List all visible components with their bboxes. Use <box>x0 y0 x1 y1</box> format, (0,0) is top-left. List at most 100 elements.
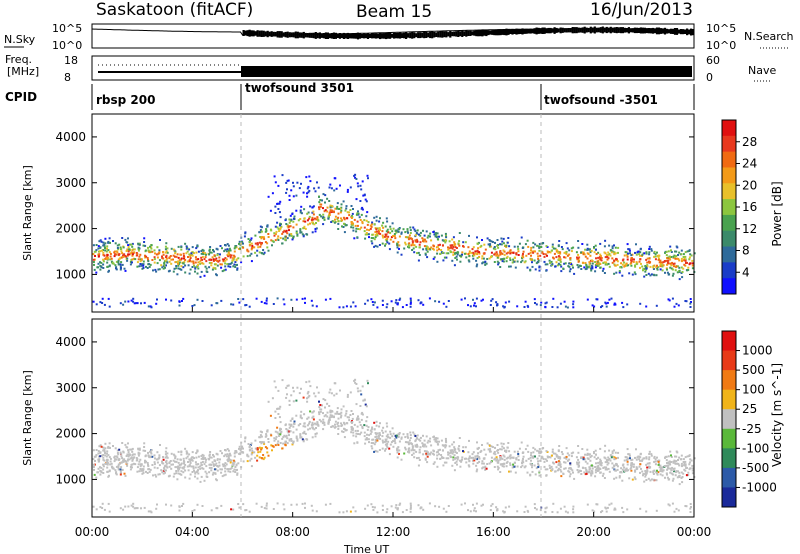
velocity-cell <box>212 464 215 467</box>
noise-bar <box>286 31 289 38</box>
velocity-cell <box>377 437 380 440</box>
velocity-cell <box>104 442 107 445</box>
power-cell <box>422 238 425 241</box>
power-cell <box>477 247 480 250</box>
noise-bar <box>256 30 259 37</box>
noise-bar <box>397 32 400 39</box>
velocity-cell <box>258 446 261 449</box>
velocity-cell <box>359 405 362 407</box>
power-cell <box>554 247 557 250</box>
power-cell <box>194 266 197 269</box>
velocity-cell <box>230 459 233 462</box>
velocity-cell <box>603 466 606 469</box>
power-cell <box>525 254 528 257</box>
power-cell <box>218 259 221 262</box>
velocity-cell <box>323 423 326 426</box>
power-cell <box>329 209 332 212</box>
power-cell <box>530 249 532 252</box>
power-cell <box>509 257 512 260</box>
power-cell <box>354 305 357 308</box>
power-cell <box>147 258 149 261</box>
velocity-cell <box>385 438 388 441</box>
velocity-cell <box>644 475 647 478</box>
noise-bar <box>661 28 665 34</box>
power-cell <box>521 247 524 249</box>
velocity-cell <box>499 455 502 458</box>
velocity-cell <box>412 452 415 455</box>
velocity-cell <box>136 466 139 469</box>
velocity-cell <box>291 443 294 446</box>
velocity-cell <box>353 442 356 445</box>
velocity-cell <box>260 447 263 449</box>
velocity-cell <box>116 456 119 459</box>
velocity-scatter <box>92 378 696 514</box>
power-cell <box>587 253 590 255</box>
power-cell <box>646 265 649 268</box>
velocity-cell <box>428 502 431 505</box>
power-cell <box>458 232 461 234</box>
velocity-cell <box>595 458 598 460</box>
power-cell <box>512 251 515 254</box>
power-cell <box>303 217 306 220</box>
velocity-cell <box>662 466 664 469</box>
power-cell <box>123 253 126 256</box>
power-cell <box>327 217 330 220</box>
velocity-cell <box>185 450 188 453</box>
power-cell <box>313 223 316 226</box>
power-cell <box>99 261 101 264</box>
velocity-cell <box>524 505 527 508</box>
velocity-cell <box>513 465 516 468</box>
velocity-cell <box>311 411 314 414</box>
power-cell <box>118 253 121 256</box>
noise-bar <box>511 28 514 35</box>
velocity-cell <box>536 457 539 460</box>
velocity-cell <box>184 447 187 450</box>
velocity-cell <box>287 431 290 434</box>
velocity-cell <box>682 472 685 475</box>
velocity-cell <box>119 468 122 471</box>
power-cell <box>648 257 651 260</box>
noise-bar <box>383 33 386 39</box>
velocity-cell <box>538 448 541 450</box>
freq-right-tick-bottom: 0 <box>706 71 713 84</box>
velocity-cell <box>443 461 446 464</box>
power-cell <box>144 256 146 259</box>
power-cell <box>225 250 228 253</box>
velocity-cell <box>217 465 220 468</box>
power-cell <box>580 268 583 270</box>
velocity-cell <box>277 432 280 435</box>
power-cell <box>99 264 102 267</box>
power-cell <box>675 302 678 305</box>
velocity-cell <box>136 507 139 510</box>
velocity-cell <box>509 454 512 457</box>
power-cell <box>451 238 454 241</box>
velocity-cell <box>346 422 349 425</box>
power-cell <box>158 259 161 262</box>
power-cell <box>374 227 377 229</box>
velocity-cell <box>183 465 186 468</box>
velocity-cell <box>609 454 612 457</box>
power-cell <box>191 251 194 254</box>
velocity-cell <box>691 464 694 467</box>
colorbar-tick-label: 1000 <box>742 344 773 358</box>
velocity-cell <box>106 459 109 461</box>
power-cell <box>551 263 554 266</box>
velocity-cell <box>666 464 669 467</box>
power-cell <box>288 194 291 197</box>
power-cell <box>606 254 609 256</box>
power-cell <box>200 256 203 259</box>
velocity-cell <box>641 458 644 461</box>
power-cell <box>290 298 293 301</box>
velocity-cell <box>373 443 376 446</box>
noise-bar <box>663 27 667 35</box>
velocity-cell <box>285 428 288 430</box>
power-cell <box>599 242 602 245</box>
power-cell <box>258 241 261 244</box>
velocity-cell <box>162 456 165 458</box>
power-cell <box>375 215 378 218</box>
power-cell <box>180 268 183 271</box>
velocity-cell <box>376 439 379 442</box>
power-cell <box>234 245 237 248</box>
velocity-cell <box>436 443 439 446</box>
power-cell <box>284 230 287 233</box>
